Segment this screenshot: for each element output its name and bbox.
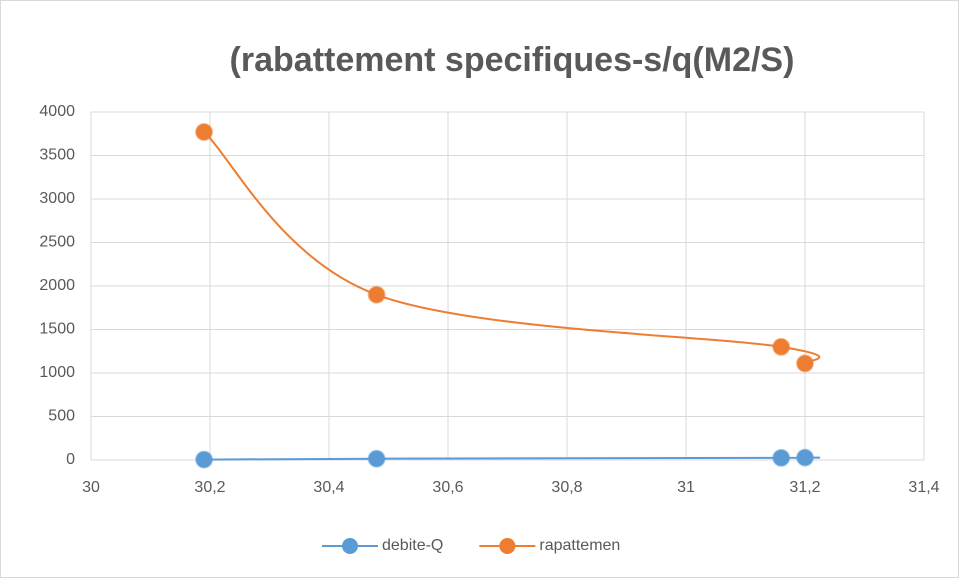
y-tick-label: 2000 xyxy=(39,277,75,294)
x-tick-label: 30 xyxy=(82,479,100,496)
y-tick-label: 4000 xyxy=(39,103,75,120)
x-tick-label: 30,6 xyxy=(432,479,463,496)
legend-label: debite-Q xyxy=(382,537,443,554)
series-line xyxy=(204,456,821,461)
y-tick-label: 500 xyxy=(48,408,75,425)
y-tick-label: 1000 xyxy=(39,364,75,381)
x-tick-label: 30,2 xyxy=(194,479,225,496)
marker xyxy=(195,123,214,142)
marker xyxy=(796,448,814,467)
y-tick-label: 2500 xyxy=(39,234,75,251)
x-tick-label: 31 xyxy=(677,479,695,496)
marker xyxy=(195,450,214,469)
legend-marker xyxy=(499,538,516,554)
y-tick-label: 3000 xyxy=(39,190,75,207)
marker xyxy=(772,448,791,467)
chart-title: (rabattement specifiques-s/q(M2/S) xyxy=(230,41,795,79)
marker xyxy=(796,354,814,373)
series-line xyxy=(203,131,821,365)
x-tick-label: 31,4 xyxy=(908,479,939,496)
y-tick-label: 3500 xyxy=(39,147,75,164)
x-tick-label: 30,8 xyxy=(551,479,582,496)
marker xyxy=(367,449,386,468)
legend-label: rapattemen xyxy=(539,537,620,554)
marker xyxy=(367,285,386,304)
x-tick-label: 31,2 xyxy=(789,479,820,496)
x-tick-label: 30,4 xyxy=(313,479,344,496)
y-tick-label: 0 xyxy=(66,451,75,468)
legend-marker xyxy=(342,538,358,554)
marker xyxy=(772,337,791,356)
y-tick-label: 1500 xyxy=(39,321,75,338)
